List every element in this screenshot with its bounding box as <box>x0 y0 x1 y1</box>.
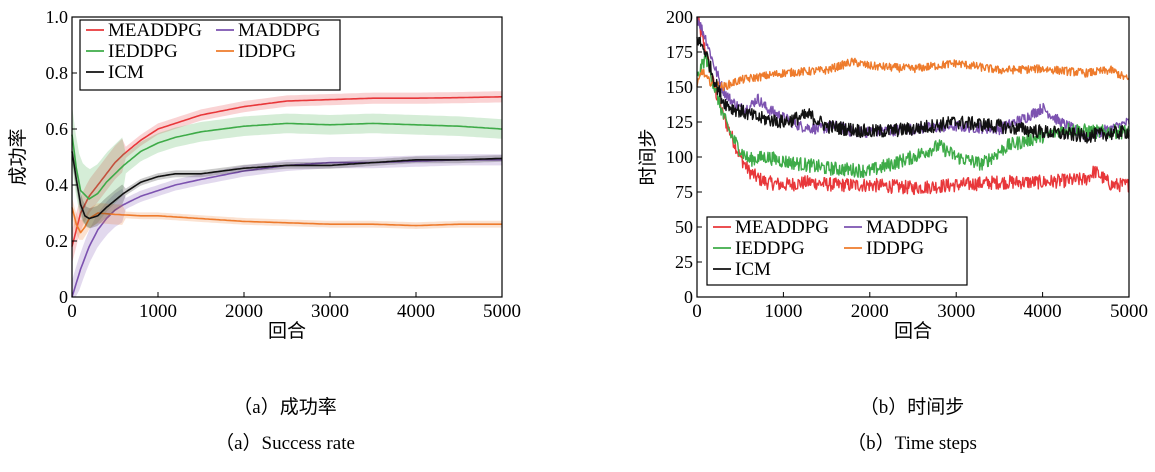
legend-label-maddpg: MADDPG <box>238 20 321 41</box>
y-tick-label: 1.0 <box>46 7 69 27</box>
legend-label-ieddpg: IEDDPG <box>108 41 178 62</box>
band-icm <box>72 141 502 229</box>
x-tick-label: 2000 <box>225 301 263 322</box>
line-meaddpg <box>696 16 1130 196</box>
caption-a-english: （a）Success rate <box>215 433 355 454</box>
legend-label-meaddpg: MEADDPG <box>108 20 202 41</box>
line-maddpg <box>71 159 502 298</box>
legend-label-icm: ICM <box>735 259 771 280</box>
line-ieddpg <box>71 122 503 200</box>
y-tick-label: 0 <box>684 287 693 307</box>
line-iddpg <box>71 207 502 234</box>
chart-success-rate: 0 1000 2000 3000 4000 5000 0 0.2 0.4 0.6 0.8 1.0 回合 成… <box>7 7 521 342</box>
y-tick-label: 0.6 <box>46 119 69 139</box>
y-tick-label: 0.8 <box>46 63 69 83</box>
chart-time-steps: 0 1000 2000 3000 4000 5000 0 25 50 75 100 125 150 175… <box>637 7 1148 342</box>
band-iddpg <box>72 197 502 240</box>
y-tick-label: 125 <box>666 112 693 132</box>
legend-label-iddpg: IDDPG <box>238 41 296 62</box>
legend-label-ieddpg: IEDDPG <box>735 238 805 259</box>
caption-b-chinese: （b）时间步 <box>859 397 965 418</box>
legend-label-maddpg: MADDPG <box>866 217 949 238</box>
caption-a-chinese: （a）成功率 <box>233 397 337 418</box>
x-tick-label: 4000 <box>397 301 435 322</box>
x-tick-label: 3000 <box>311 301 349 322</box>
y-tick-label: 25 <box>675 252 693 272</box>
legend-box <box>706 216 968 286</box>
y-tick-label: 0.2 <box>46 231 69 251</box>
x-tick-label: 1000 <box>764 301 802 322</box>
legend-label-iddpg: IDDPG <box>866 238 924 259</box>
x-tick-label: 1000 <box>139 301 177 322</box>
x-axis-label: 回合 <box>894 320 932 342</box>
x-tick-label: 5000 <box>1110 301 1148 322</box>
y-axis-label: 时间步 <box>637 128 659 185</box>
y-axis-label: 成功率 <box>7 128 29 185</box>
y-tick-label: 50 <box>675 217 693 237</box>
plot-frame <box>71 16 503 298</box>
y-tick-label: 175 <box>666 42 693 62</box>
legend-label-meaddpg: MEADDPG <box>735 217 829 238</box>
line-icm <box>71 151 503 220</box>
line-icm <box>696 36 1130 144</box>
x-tick-label: 2000 <box>851 301 889 322</box>
legend-label-icm: ICM <box>108 62 144 83</box>
line-meaddpg <box>71 96 502 247</box>
x-axis-label: 回合 <box>268 320 306 342</box>
x-tick-label: 4000 <box>1024 301 1062 322</box>
x-tick-label: 5000 <box>483 301 521 322</box>
y-tick-label: 200 <box>666 7 693 27</box>
x-tick-label: 3000 <box>937 301 975 322</box>
y-tick-label: 0 <box>59 287 68 307</box>
line-iddpg <box>696 57 1130 92</box>
y-tick-label: 150 <box>666 77 693 97</box>
y-tick-label: 0.4 <box>46 175 69 195</box>
y-tick-label: 75 <box>675 182 693 202</box>
y-tick-label: 100 <box>666 147 693 167</box>
caption-b-english: （b）Time steps <box>847 433 977 454</box>
legend-box <box>79 19 341 91</box>
x-tick-label: 0 <box>67 301 77 322</box>
x-tick-label: 0 <box>692 301 702 322</box>
